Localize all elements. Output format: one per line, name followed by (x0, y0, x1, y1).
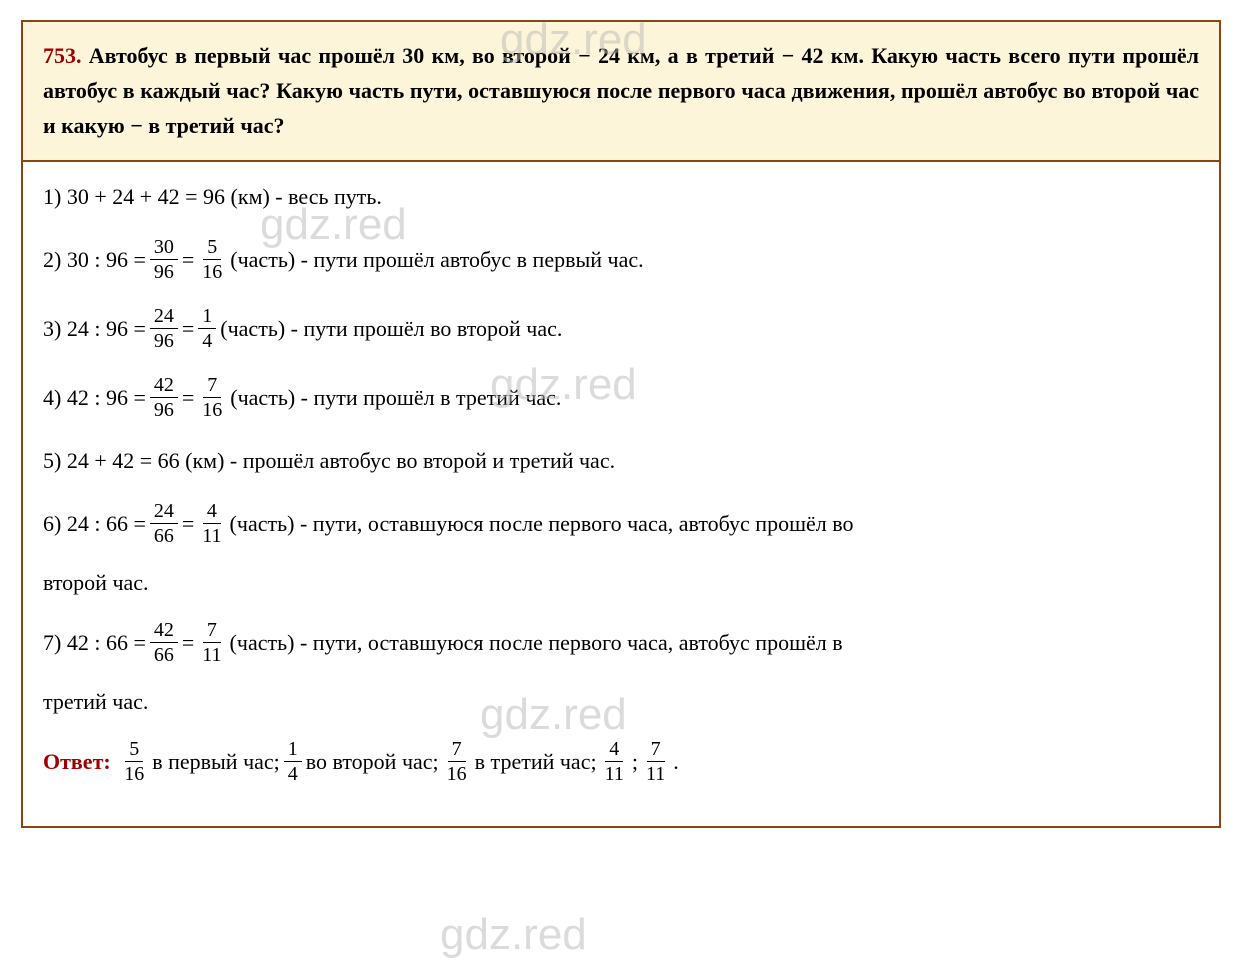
numerator: 1 (198, 306, 216, 329)
numerator: 24 (150, 306, 178, 329)
step-4: 4) 42 : 96 = 42 96 = 7 16 (часть) - пути… (43, 375, 1199, 420)
numerator: 5 (203, 237, 221, 260)
numerator: 4 (203, 501, 221, 524)
denominator: 11 (601, 762, 628, 784)
denominator: 4 (198, 329, 216, 351)
step-text: 5) 24 + 42 = 66 (км) - прошёл автобус во… (43, 444, 615, 477)
fraction: 7 11 (198, 620, 225, 665)
numerator: 7 (203, 375, 221, 398)
fraction: 24 96 (150, 306, 178, 351)
fraction: 7 16 (198, 375, 226, 420)
problem-statement: 753. Автобус в первый час прошёл 30 км, … (23, 22, 1219, 162)
answer-label: Ответ: (43, 745, 111, 778)
numerator: 7 (647, 739, 665, 762)
denominator: 4 (284, 762, 302, 784)
fraction: 1 4 (284, 739, 302, 784)
step-suffix: (часть) - пути, оставшуюся после первого… (230, 507, 854, 540)
denominator: 96 (150, 398, 178, 420)
step-mid: = (182, 381, 194, 414)
solution-area: 1) 30 + 24 + 42 = 96 (км) - весь путь. 2… (23, 162, 1219, 826)
step-prefix: 6) 24 : 66 = (43, 507, 146, 540)
step-1: 1) 30 + 24 + 42 = 96 (км) - весь путь. (43, 180, 1199, 213)
watermark: gdz.red (440, 910, 587, 960)
numerator: 5 (125, 739, 143, 762)
step-suffix: (часть) - пути прошёл в третий час. (230, 381, 561, 414)
step-mid: = (182, 312, 194, 345)
step-prefix: 7) 42 : 66 = (43, 626, 146, 659)
step-mid: = (182, 507, 194, 540)
step-prefix: 4) 42 : 96 = (43, 381, 146, 414)
denominator: 11 (198, 524, 225, 546)
step-6-continuation: второй час. (43, 570, 1199, 596)
denominator: 96 (150, 260, 178, 282)
step-prefix: 3) 24 : 96 = (43, 312, 146, 345)
step-6: 6) 24 : 66 = 24 66 = 4 11 (часть) - пути… (43, 501, 1199, 546)
fraction: 5 16 (120, 739, 148, 784)
step-suffix: (часть) - пути прошёл во второй час. (220, 312, 562, 345)
denominator: 16 (198, 398, 226, 420)
numerator: 24 (150, 501, 178, 524)
numerator: 42 (150, 375, 178, 398)
numerator: 1 (284, 739, 302, 762)
step-7-continuation: третий час. (43, 689, 1199, 715)
step-text: 1) 30 + 24 + 42 = 96 (км) - весь путь. (43, 180, 382, 213)
fraction: 42 96 (150, 375, 178, 420)
numerator: 7 (448, 739, 466, 762)
document-container: 753. Автобус в первый час прошёл 30 км, … (21, 20, 1221, 828)
problem-body: Автобус в первый час прошёл 30 км, во вт… (43, 43, 1199, 138)
denominator: 66 (150, 524, 178, 546)
step-prefix: 2) 30 : 96 = (43, 243, 146, 276)
fraction: 4 11 (601, 739, 628, 784)
answer-part: в первый час; (152, 745, 280, 778)
answer-line: Ответ: 5 16 в первый час; 1 4 во второй … (43, 739, 1199, 784)
fraction: 42 66 (150, 620, 178, 665)
numerator: 7 (203, 620, 221, 643)
fraction: 5 16 (198, 237, 226, 282)
answer-part: во второй час; (306, 745, 439, 778)
denominator: 11 (198, 643, 225, 665)
numerator: 4 (605, 739, 623, 762)
step-mid: = (182, 243, 194, 276)
step-suffix: (часть) - пути, оставшуюся после первого… (230, 626, 843, 659)
fraction: 30 96 (150, 237, 178, 282)
denominator: 66 (150, 643, 178, 665)
denominator: 11 (642, 762, 669, 784)
fraction: 1 4 (198, 306, 216, 351)
denominator: 96 (150, 329, 178, 351)
denominator: 16 (198, 260, 226, 282)
step-3: 3) 24 : 96 = 24 96 = 1 4 (часть) - пути … (43, 306, 1199, 351)
numerator: 42 (150, 620, 178, 643)
fraction: 4 11 (198, 501, 225, 546)
step-5: 5) 24 + 42 = 66 (км) - прошёл автобус во… (43, 444, 1199, 477)
answer-end: . (673, 745, 679, 778)
fraction: 7 11 (642, 739, 669, 784)
denominator: 16 (443, 762, 471, 784)
numerator: 30 (150, 237, 178, 260)
step-suffix: (часть) - пути прошёл автобус в первый ч… (230, 243, 643, 276)
fraction: 7 16 (443, 739, 471, 784)
step-7: 7) 42 : 66 = 42 66 = 7 11 (часть) - пути… (43, 620, 1199, 665)
step-mid: = (182, 626, 194, 659)
step-2: 2) 30 : 96 = 30 96 = 5 16 (часть) - пути… (43, 237, 1199, 282)
answer-part: в третий час; (475, 745, 597, 778)
denominator: 16 (120, 762, 148, 784)
problem-text: 753. Автобус в первый час прошёл 30 км, … (43, 38, 1199, 144)
fraction: 24 66 (150, 501, 178, 546)
problem-number: 753. (43, 43, 82, 68)
answer-sep: ; (632, 745, 638, 778)
